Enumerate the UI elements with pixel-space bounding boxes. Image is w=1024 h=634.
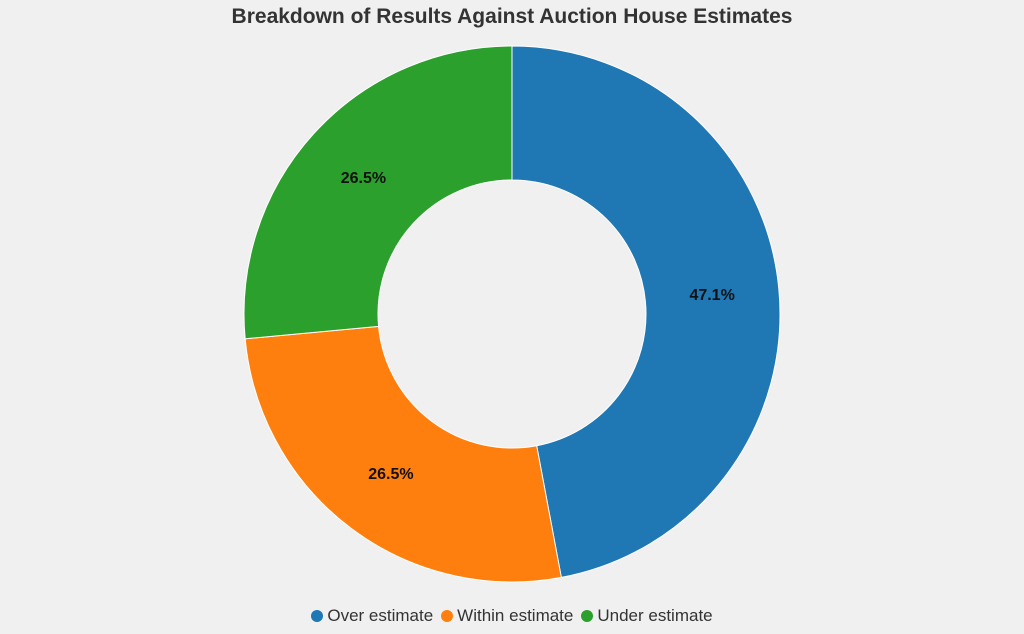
slice-under-estimate[interactable] bbox=[243, 45, 513, 340]
slices-group bbox=[243, 45, 781, 583]
labels-group: 47.1% 26.5% 26.5% bbox=[341, 170, 735, 483]
legend-item-over[interactable]: Over estimate bbox=[311, 606, 433, 626]
slice-label-within-estimate: 26.5% bbox=[368, 466, 413, 483]
slice-label-over-estimate: 47.1% bbox=[689, 287, 734, 304]
legend-label-under: Under estimate bbox=[597, 606, 713, 625]
legend-swatch-over bbox=[311, 610, 324, 622]
legend-item-within[interactable]: Within estimate bbox=[441, 606, 573, 626]
legend-label-within: Within estimate bbox=[457, 606, 574, 625]
legend-swatch-within bbox=[441, 610, 454, 622]
chart-title: Breakdown of Results Against Auction Hou… bbox=[231, 5, 793, 28]
legend-label-over: Over estimate bbox=[327, 606, 434, 625]
slice-label-under-estimate: 26.5% bbox=[341, 170, 386, 187]
legend-swatch-under bbox=[581, 610, 594, 622]
legend: Over estimate Within estimate Under esti… bbox=[0, 606, 1024, 626]
slice-over-estimate[interactable] bbox=[511, 45, 781, 579]
slice-within-estimate[interactable] bbox=[244, 325, 562, 583]
legend-item-under[interactable]: Under estimate bbox=[581, 606, 713, 626]
